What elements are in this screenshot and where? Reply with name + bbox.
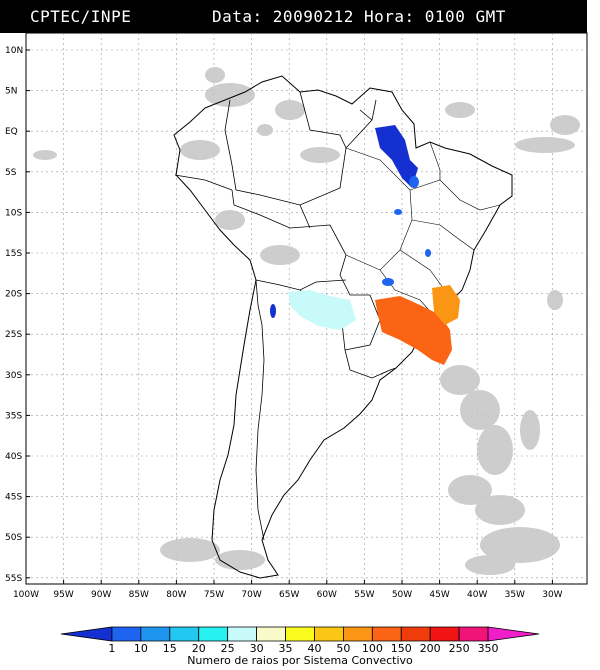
lat-tick-label: 40S: [5, 452, 22, 462]
lat-tick-label: 25S: [5, 330, 22, 340]
colorbar-label: 350: [478, 642, 499, 655]
colorbar-label: 100: [362, 642, 383, 655]
lon-tick-label: 85W: [129, 590, 149, 600]
lon-tick-label: 65W: [279, 590, 299, 600]
lon-tick-label: 55W: [354, 590, 374, 600]
colorbar-label: 200: [420, 642, 441, 655]
longitude-labels: 100W 95W 90W 85W 80W 75W 70W 65W 60W 55W 50W 45W 40W…: [13, 580, 563, 600]
lon-tick-label: 80W: [166, 590, 186, 600]
lat-tick-label: 50S: [5, 533, 22, 543]
colorbar-swatch: [198, 626, 229, 642]
system-blue-small-1: [409, 176, 419, 188]
system-blue-small-5: [270, 304, 276, 318]
colorbar-swatch: [60, 626, 113, 642]
system-amazon-blue: [375, 125, 418, 188]
colorbar-label: 10: [134, 642, 148, 655]
colorbar-title: Numero de raios por Sistema Convectivo: [187, 654, 413, 667]
colorbar-label: 25: [221, 642, 235, 655]
system-orange-northeast: [432, 285, 460, 325]
colorbar-swatch: [342, 626, 373, 642]
colorbar-swatch: [314, 626, 344, 642]
lon-tick-label: 75W: [204, 590, 224, 600]
colorbar-label: 250: [449, 642, 470, 655]
colorbar-swatch: [487, 626, 540, 642]
colorbar-swatch: [429, 626, 460, 642]
colorbar-swatch: [169, 626, 200, 642]
colorbar-label: 150: [391, 642, 412, 655]
colorbar-label: 50: [336, 642, 350, 655]
system-blue-small-3: [425, 249, 431, 257]
lon-tick-label: 90W: [91, 590, 111, 600]
colorbar-swatch: [400, 626, 431, 642]
colorbar-swatch: [285, 626, 315, 642]
colorbar-swatch: [256, 626, 286, 642]
colorbar-label: 30: [250, 642, 264, 655]
lat-tick-label: 30S: [5, 371, 22, 381]
lat-tick-label: 20S: [5, 290, 22, 300]
lon-tick-label: 70W: [241, 590, 261, 600]
system-lightcyan: [288, 290, 356, 330]
lat-tick-label: 10S: [5, 208, 22, 218]
colorbar-label: 40: [307, 642, 321, 655]
lon-tick-label: 100W: [13, 590, 39, 600]
lat-tick-label: 5N: [5, 87, 17, 97]
colorbar: 1 10 15 20 25 30 35 40 50 100 150 200 250 350: [60, 626, 540, 655]
lat-tick-label: 10N: [5, 46, 23, 56]
colorbar-label: 15: [163, 642, 177, 655]
lon-tick-label: 50W: [392, 590, 412, 600]
source-title: CPTEC/INPE: [30, 7, 132, 26]
date-time-title: Data: 20090212 Hora: 0100 GMT: [212, 7, 506, 26]
colorbar-label: 1: [108, 642, 115, 655]
lat-tick-label: 45S: [5, 493, 22, 503]
lat-tick-label: 5S: [5, 168, 17, 178]
system-blue-small-2: [394, 209, 402, 215]
lat-tick-label: 15S: [5, 249, 22, 259]
latitude-labels: 10N 5N EQ 5S 10S 15S 20S 25S 30S 35S 40S 45S 50S 55S: [5, 46, 30, 584]
colorbar-swatch: [458, 626, 489, 642]
lon-tick-label: 35W: [505, 590, 525, 600]
colorbar-swatch: [371, 626, 402, 642]
convective-systems: [270, 125, 460, 365]
colorbar-label: 20: [192, 642, 206, 655]
lon-tick-label: 30W: [542, 590, 562, 600]
system-blue-small-4: [382, 278, 394, 286]
lat-tick-label: 35S: [5, 411, 22, 421]
lon-tick-label: 60W: [317, 590, 337, 600]
lon-tick-label: 95W: [53, 590, 73, 600]
colorbar-swatch: [140, 626, 171, 642]
colorbar-label: 35: [279, 642, 293, 655]
lat-tick-label: EQ: [5, 127, 18, 137]
south-america-outline: [173, 75, 513, 579]
lon-tick-label: 45W: [429, 590, 449, 600]
header-bar: CPTEC/INPE Data: 20090212 Hora: 0100 GMT: [0, 0, 587, 33]
lat-tick-label: 55S: [5, 574, 22, 584]
lon-tick-label: 40W: [467, 590, 487, 600]
system-orange-large: [375, 296, 452, 365]
colorbar-swatch: [111, 626, 142, 642]
grid-lines: [26, 33, 587, 584]
colorbar-swatch: [227, 626, 258, 642]
